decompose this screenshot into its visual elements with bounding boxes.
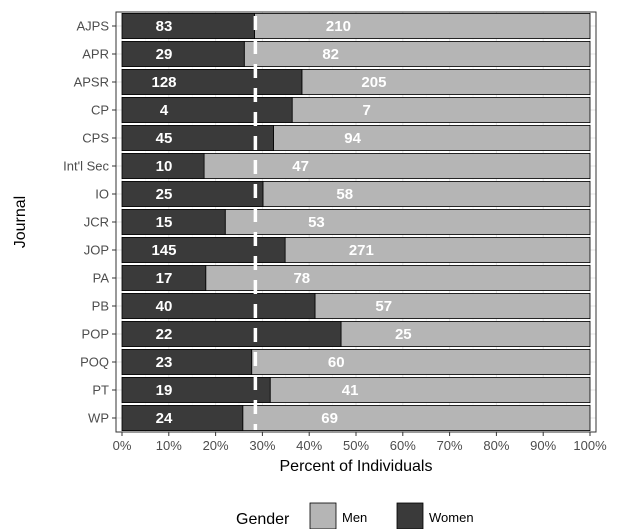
bar-label-men-poq: 60 (328, 354, 345, 371)
bar-label-men-wp: 69 (321, 410, 338, 427)
x-tick-label-80: 80% (483, 438, 509, 453)
legend-key-women (396, 502, 424, 529)
bar-women-int-l-sec (121, 152, 205, 179)
bar-men-apsr (301, 69, 591, 96)
bar-men-jcr (224, 208, 591, 235)
bar-label-men-int-l-sec: 47 (292, 158, 309, 175)
y-axis: AJPS APR APSR CP CPS Int'l Sec IO JCR JOP PA PB POP… (63, 19, 116, 426)
bar-women-poq (121, 348, 253, 375)
bar-label-women-cp: 4 (160, 102, 169, 119)
bar-men-cps (273, 125, 591, 152)
x-tick-label-0: 0% (113, 438, 132, 453)
y-tick-label-ajps: AJPS (76, 19, 109, 34)
legend-label-women: Women (429, 510, 474, 525)
bar-men-pop (340, 320, 591, 347)
bar-label-men-cp: 7 (362, 102, 370, 119)
bar-men-io (262, 180, 591, 207)
y-tick-label-apsr: APSR (74, 75, 109, 90)
bar-women-pa (121, 264, 207, 291)
legend-key-men (309, 502, 337, 529)
y-axis-title: Journal (12, 196, 29, 248)
y-tick-label-cps: CPS (82, 131, 109, 146)
bar-label-women-cps: 45 (156, 130, 173, 147)
y-tick-label-jcr: JCR (84, 215, 109, 230)
bar-men-pb (314, 292, 591, 319)
x-axis-title: Percent of Individuals (280, 458, 433, 475)
bar-label-men-io: 58 (336, 186, 353, 203)
y-tick-label-int-l-sec: Int'l Sec (63, 159, 109, 174)
bar-label-women-pb: 40 (156, 298, 173, 315)
bar-women-pt (121, 376, 271, 403)
y-tick-label-cp: CP (91, 103, 109, 118)
legend-title: Gender (236, 511, 290, 528)
bar-men-apr (243, 41, 591, 68)
bar-label-men-jop: 271 (349, 242, 374, 259)
bar-label-men-pop: 25 (395, 326, 412, 343)
bar-label-men-jcr: 53 (308, 214, 325, 231)
bar-women-jcr (121, 208, 226, 235)
bar-women-ajps (121, 12, 255, 40)
x-tick-label-60: 60% (390, 438, 416, 453)
y-tick-label-apr: APR (82, 47, 109, 62)
bar-label-men-apsr: 205 (361, 74, 386, 91)
bar-women-jop (121, 236, 286, 263)
bar-women-apsr (121, 69, 303, 96)
x-tick-label-50: 50% (343, 438, 369, 453)
legend-label-men: Men (342, 510, 367, 525)
x-axis: 0% 10% 20% 30% 40% 50% 60% 70% 80% 90% 100% (113, 432, 607, 453)
bar-women-cps (121, 125, 274, 152)
bar-women-io (121, 180, 264, 207)
bar-women-cp (121, 97, 293, 124)
bar-label-women-int-l-sec: 10 (156, 158, 173, 175)
bar-label-women-pop: 22 (156, 326, 173, 343)
y-tick-label-wp: WP (88, 411, 109, 426)
y-tick-label-pa: PA (93, 271, 110, 286)
bar-men-wp (242, 404, 591, 431)
bar-men-ajps (254, 12, 591, 40)
bar-label-women-jop: 145 (151, 242, 176, 259)
legend: Gender Men Women (236, 502, 474, 529)
bar-men-pa (205, 264, 591, 291)
x-tick-label-30: 30% (249, 438, 275, 453)
y-tick-label-poq: POQ (80, 355, 109, 370)
y-tick-label-pb: PB (92, 299, 109, 314)
bar-label-women-apr: 29 (156, 46, 173, 63)
bar-men-jop (284, 236, 591, 263)
bar-label-women-wp: 24 (156, 410, 173, 427)
x-tick-label-40: 40% (296, 438, 322, 453)
x-tick-label-10: 10% (156, 438, 182, 453)
bar-label-men-cps: 94 (344, 130, 361, 147)
x-tick-label-70: 70% (437, 438, 463, 453)
bar-men-poq (251, 348, 591, 375)
bar-label-men-pa: 78 (293, 270, 310, 287)
bar-label-women-poq: 23 (156, 354, 173, 371)
y-tick-label-pt: PT (92, 383, 109, 398)
bar-women-apr (121, 41, 245, 68)
x-tick-label-90: 90% (530, 438, 556, 453)
y-tick-label-jop: JOP (84, 243, 109, 258)
bar-label-women-ajps: 83 (156, 18, 173, 35)
bars (121, 12, 591, 431)
bar-label-men-pt: 41 (342, 382, 359, 399)
bar-label-women-pt: 19 (156, 382, 173, 399)
bar-men-int-l-sec (203, 152, 591, 179)
bar-label-women-jcr: 15 (156, 214, 173, 231)
bar-label-women-io: 25 (156, 186, 173, 203)
x-tick-label-100: 100% (573, 438, 607, 453)
y-tick-label-pop: POP (82, 327, 109, 342)
x-tick-label-20: 20% (203, 438, 229, 453)
bar-label-men-apr: 82 (322, 46, 339, 63)
bar-women-wp (121, 404, 244, 431)
bar-label-women-pa: 17 (156, 270, 173, 287)
bar-men-pt (269, 376, 591, 403)
bar-women-pop (121, 320, 342, 347)
bar-women-pb (121, 292, 316, 319)
bar-label-men-pb: 57 (375, 298, 392, 315)
y-tick-label-io: IO (95, 187, 109, 202)
bar-label-women-apsr: 128 (151, 74, 176, 91)
bar-men-cp (291, 97, 591, 124)
bar-label-men-ajps: 210 (326, 18, 351, 35)
